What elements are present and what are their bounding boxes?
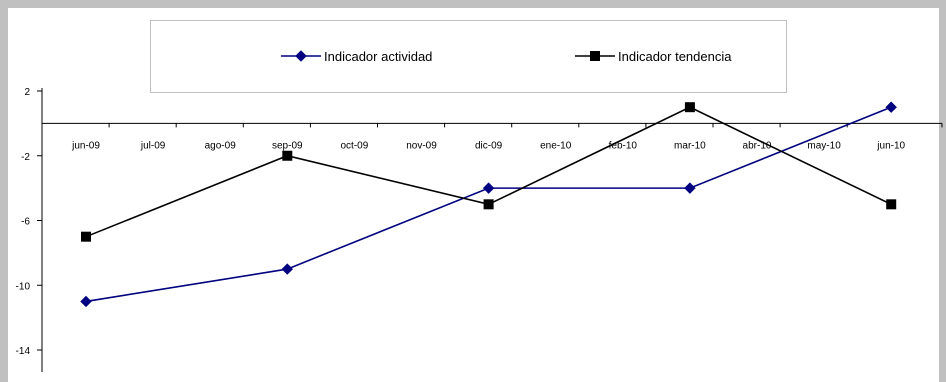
data-point	[886, 199, 897, 210]
data-point	[885, 101, 897, 113]
legend-label: Indicador tendencia	[618, 49, 732, 64]
legend-marker	[295, 50, 307, 62]
x-tick-label: dic-09	[475, 140, 503, 151]
x-tick-label: oct-09	[341, 140, 369, 151]
y-tick-label: 2	[24, 87, 30, 98]
legend-marker	[590, 51, 600, 61]
data-point	[684, 102, 695, 113]
data-point	[282, 150, 293, 161]
data-point	[483, 199, 494, 210]
y-tick-label: -10	[16, 281, 31, 292]
x-tick-label: may-10	[807, 140, 841, 151]
x-tick-label: jun-10	[876, 140, 905, 151]
data-point	[81, 231, 91, 242]
data-point	[482, 182, 495, 194]
x-tick-label: nov-09	[406, 140, 437, 151]
y-tick-label: -2	[21, 152, 30, 163]
x-tick-label: jun-09	[71, 140, 100, 151]
legend-label: Indicador actividad	[324, 49, 432, 64]
legend-box	[150, 20, 787, 93]
x-tick-label: abr-10	[743, 140, 772, 151]
x-tick-label: sep-09	[272, 140, 303, 151]
x-tick-label: ago-09	[205, 140, 237, 151]
data-point	[80, 295, 92, 308]
x-tick-label: mar-10	[674, 140, 706, 151]
series-line-2	[85, 106, 892, 238]
x-tick-label: feb-10	[609, 140, 638, 151]
data-point	[281, 263, 294, 275]
x-tick-label: jul-09	[140, 140, 166, 151]
data-point	[684, 182, 696, 194]
y-tick-label: -14	[16, 346, 31, 357]
x-tick-label: ene-10	[540, 140, 572, 151]
y-tick-label: -6	[21, 217, 30, 228]
